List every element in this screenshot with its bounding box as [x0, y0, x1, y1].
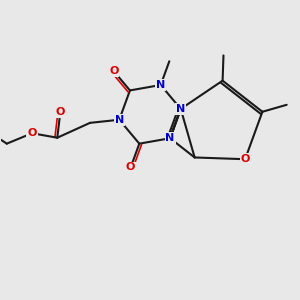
Text: O: O — [240, 154, 250, 164]
Text: N: N — [156, 80, 165, 90]
Text: O: O — [56, 107, 65, 117]
Text: N: N — [115, 115, 124, 125]
Text: O: O — [27, 128, 37, 138]
Text: O: O — [109, 66, 118, 76]
Text: O: O — [126, 162, 135, 172]
Text: N: N — [165, 133, 175, 143]
Text: N: N — [176, 104, 185, 114]
